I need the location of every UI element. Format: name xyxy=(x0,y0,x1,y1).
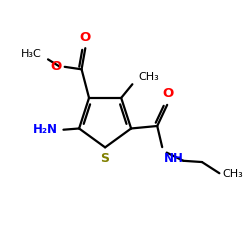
Text: H₂N: H₂N xyxy=(33,123,58,136)
Text: NH: NH xyxy=(164,152,183,164)
Text: CH₃: CH₃ xyxy=(222,170,243,179)
Text: CH₃: CH₃ xyxy=(138,72,159,82)
Text: O: O xyxy=(80,31,91,44)
Text: S: S xyxy=(100,152,110,165)
Text: H₃C: H₃C xyxy=(21,50,42,59)
Text: O: O xyxy=(163,88,174,101)
Text: O: O xyxy=(50,60,62,73)
